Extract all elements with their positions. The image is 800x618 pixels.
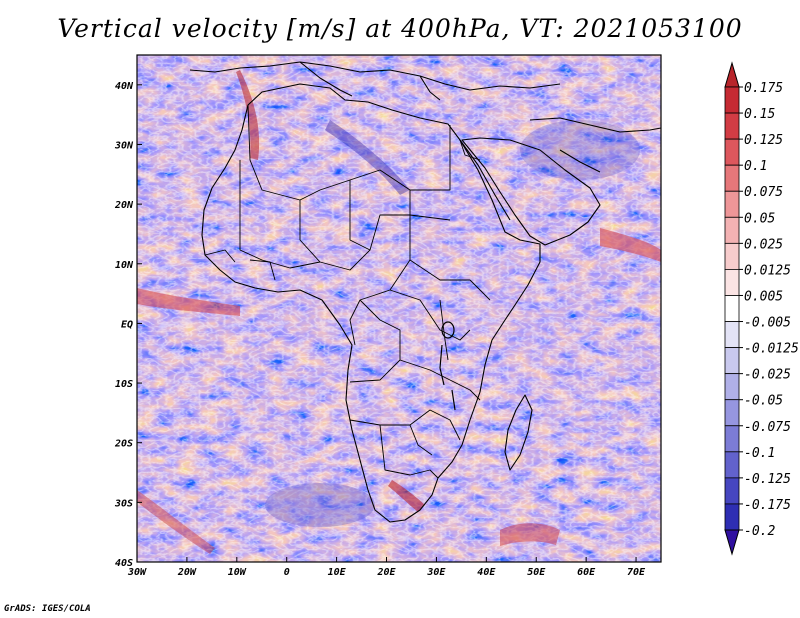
colorbar-box xyxy=(724,477,740,505)
colorbar-label: 0.15 xyxy=(744,107,775,122)
lon-tick-label: 20E xyxy=(376,567,396,578)
colorbar-box xyxy=(724,164,740,192)
colorbar-box xyxy=(724,321,740,348)
lon-tick-label: 10E xyxy=(328,567,347,578)
colorbar-label: -0.025 xyxy=(744,368,791,383)
lon-tick-label: 10W xyxy=(228,567,247,578)
map-axes: 30W 20W 10W 0 10E 20E 30E 40E 50E 60E 70E 40N 30N 20N… xyxy=(114,81,646,578)
colorbar-box xyxy=(724,347,740,375)
colorbar-box xyxy=(724,86,740,114)
colorbar-box xyxy=(724,269,740,296)
velocity-field xyxy=(137,55,661,562)
colorbar-label: -0.0125 xyxy=(744,342,799,357)
lat-tick-label: EQ xyxy=(121,319,133,330)
colorbar-label: -0.125 xyxy=(744,472,791,487)
lon-tick-label: 50E xyxy=(527,567,546,578)
lat-tick-label: 20S xyxy=(114,439,133,450)
colorbar-label: -0.05 xyxy=(744,394,783,409)
coastlines-and-borders xyxy=(189,61,661,523)
colorbar-label: -0.075 xyxy=(744,420,791,435)
colorbar-box xyxy=(724,216,740,244)
colorbar-box xyxy=(724,373,740,401)
lon-tick-label: 20W xyxy=(177,567,197,578)
lat-tick-label: 10S xyxy=(115,379,133,390)
colorbar-top-arrow xyxy=(724,61,740,88)
lat-tick-label: 30S xyxy=(114,498,133,509)
colorbar-box xyxy=(724,425,740,453)
lon-tick-label: 70E xyxy=(627,567,646,578)
colorbar-label: 0.075 xyxy=(744,185,783,200)
colorbar-label: 0.025 xyxy=(744,237,783,252)
lon-tick-label: 40E xyxy=(477,567,496,578)
lat-tick-label: 20N xyxy=(114,200,134,211)
colorbar-label: -0.005 xyxy=(744,316,791,331)
colorbar-box xyxy=(724,503,740,531)
colorbar-label: 0.1 xyxy=(744,159,767,174)
colorbar-box xyxy=(724,242,740,270)
colorbar-box xyxy=(724,451,740,479)
colorbar: 0.175 0.15 0.125 0.1 0.075 0.05 0.025 0.0125 0.0… xyxy=(724,61,799,556)
colorbar-box xyxy=(724,399,740,427)
colorbar-label: -0.2 xyxy=(744,524,775,539)
lon-tick-label: 60E xyxy=(577,567,596,578)
chart-title: Vertical velocity [m/s] at 400hPa, VT: 2… xyxy=(57,14,743,43)
colorbar-box xyxy=(724,138,740,166)
lat-tick-label: 40N xyxy=(115,81,134,92)
colorbar-label: -0.1 xyxy=(744,446,775,461)
colorbar-bottom-arrow xyxy=(724,529,740,556)
grads-credit: GrADS: IGES/COLA xyxy=(4,604,91,614)
colorbar-label: 0.175 xyxy=(744,81,783,96)
lon-tick-label: 30E xyxy=(426,567,446,578)
lon-tick-label: 0 xyxy=(284,567,290,578)
lat-tick-label: 40S xyxy=(115,558,133,569)
colorbar-label: 0.05 xyxy=(744,211,775,226)
colorbar-label: 0.125 xyxy=(744,133,783,148)
colorbar-label: 0.005 xyxy=(744,289,783,304)
plot-frame xyxy=(136,54,662,563)
lon-tick-label: 30W xyxy=(127,567,147,578)
lat-tick-label: 10N xyxy=(115,260,134,271)
colorbar-box xyxy=(724,190,740,218)
colorbar-box xyxy=(724,295,740,322)
colorbar-label: -0.175 xyxy=(744,498,791,513)
colorbar-box xyxy=(724,112,740,140)
colorbar-label: 0.0125 xyxy=(744,263,791,278)
lat-tick-label: 30N xyxy=(114,140,134,151)
